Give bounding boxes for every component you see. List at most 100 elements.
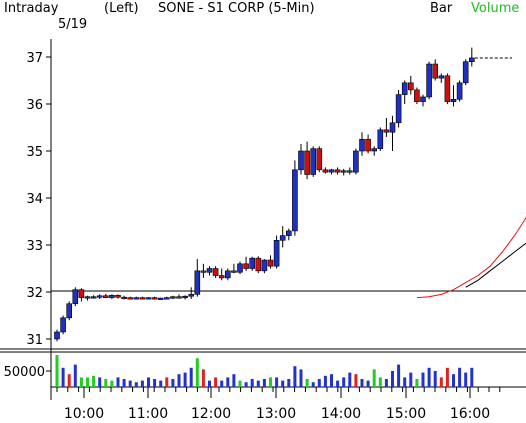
- candle: [432, 59, 439, 81]
- volume-bar: [317, 379, 321, 387]
- candle: [359, 132, 365, 156]
- candle-body: [145, 297, 152, 300]
- volume-bar: [299, 369, 303, 387]
- candle-body: [249, 257, 255, 269]
- volume-bar: [311, 382, 315, 387]
- candle: [407, 75, 414, 95]
- candle: [231, 263, 237, 274]
- candle: [188, 287, 194, 300]
- volume-bar: [470, 367, 474, 387]
- candle-body: [243, 263, 249, 269]
- volume-bar: [445, 367, 449, 387]
- volume-bar: [140, 380, 144, 387]
- volume-bar: [397, 364, 401, 387]
- candle: [212, 266, 219, 278]
- candle: [133, 296, 140, 300]
- volume-bar: [55, 355, 59, 387]
- candle: [115, 294, 121, 299]
- volume-bar: [159, 380, 163, 387]
- candle: [194, 259, 201, 297]
- volume-bar: [415, 379, 419, 387]
- ma-long-line: [465, 242, 526, 288]
- volume-bar: [189, 367, 193, 387]
- volume-bar: [232, 374, 236, 387]
- volume-bar: [464, 372, 468, 387]
- candle: [164, 296, 170, 300]
- date-label: 5/19: [58, 17, 88, 32]
- x-tick-label: 13:00: [256, 406, 296, 422]
- volume-bar: [147, 377, 150, 387]
- candle: [444, 73, 451, 104]
- volume-bar: [220, 380, 224, 387]
- candle-body: [304, 150, 310, 175]
- symbol-title: SONE - S1 CORP (5-Min): [158, 1, 315, 16]
- candle-body: [273, 240, 280, 267]
- candle-body: [377, 129, 384, 149]
- volume-bar: [214, 377, 218, 387]
- candle-body: [468, 57, 475, 62]
- candle-body: [395, 94, 402, 124]
- volume-bar: [336, 380, 340, 387]
- candle-body: [188, 294, 194, 297]
- candle-body: [72, 289, 79, 305]
- volume-bar: [366, 380, 370, 387]
- volume-bar: [421, 372, 425, 387]
- chart-style-label[interactable]: Bar: [430, 1, 453, 16]
- y-tick-label: 35: [26, 145, 43, 160]
- candle-body: [212, 268, 219, 276]
- candle-body: [285, 230, 292, 236]
- candle: [298, 143, 304, 175]
- y-tick-label: 34: [26, 192, 43, 207]
- volume-bar: [153, 379, 157, 387]
- candle: [450, 85, 457, 107]
- volume-bar: [287, 379, 291, 387]
- candle-body: [60, 317, 66, 333]
- candle-body: [261, 259, 268, 272]
- candle: [66, 301, 72, 321]
- candle: [285, 228, 292, 241]
- volume-label[interactable]: Volume: [471, 1, 520, 16]
- candle: [84, 295, 91, 301]
- intraday-label: Intraday: [4, 1, 59, 16]
- ma-short-line: [416, 216, 526, 299]
- candle-body: [432, 63, 439, 79]
- candle: [218, 268, 225, 281]
- candle: [225, 268, 231, 281]
- candle: [176, 294, 182, 299]
- volume-bar: [67, 374, 71, 387]
- candle-body: [157, 297, 164, 300]
- candle-body: [456, 82, 463, 100]
- candle: [237, 261, 243, 275]
- candle: [78, 288, 85, 302]
- candle: [54, 329, 60, 342]
- candle-body: [170, 296, 176, 299]
- candle: [426, 61, 432, 100]
- volume-bar: [171, 379, 175, 387]
- volume-bar: [378, 377, 382, 387]
- candle: [206, 266, 213, 276]
- volume-bar: [391, 371, 394, 387]
- candle: [371, 146, 378, 156]
- candle-body: [54, 331, 60, 340]
- candle: [267, 255, 274, 269]
- candle: [170, 295, 176, 300]
- volume-bar: [122, 379, 126, 387]
- candle: [462, 59, 469, 86]
- candle-body: [164, 297, 170, 300]
- volume-bar: [262, 379, 266, 387]
- volume-bar: [195, 358, 199, 387]
- candle: [200, 263, 207, 278]
- volume-bar: [79, 377, 83, 387]
- candle: [304, 141, 310, 180]
- volume-bar: [439, 377, 443, 387]
- candle: [383, 118, 390, 137]
- candle-body: [346, 170, 353, 173]
- candle-body: [139, 297, 146, 300]
- candle: [456, 80, 463, 102]
- y-tick-label: 36: [26, 98, 43, 113]
- candle: [243, 256, 249, 271]
- candle-body: [231, 270, 237, 273]
- candle-body: [90, 296, 97, 299]
- volume-bar: [177, 374, 181, 387]
